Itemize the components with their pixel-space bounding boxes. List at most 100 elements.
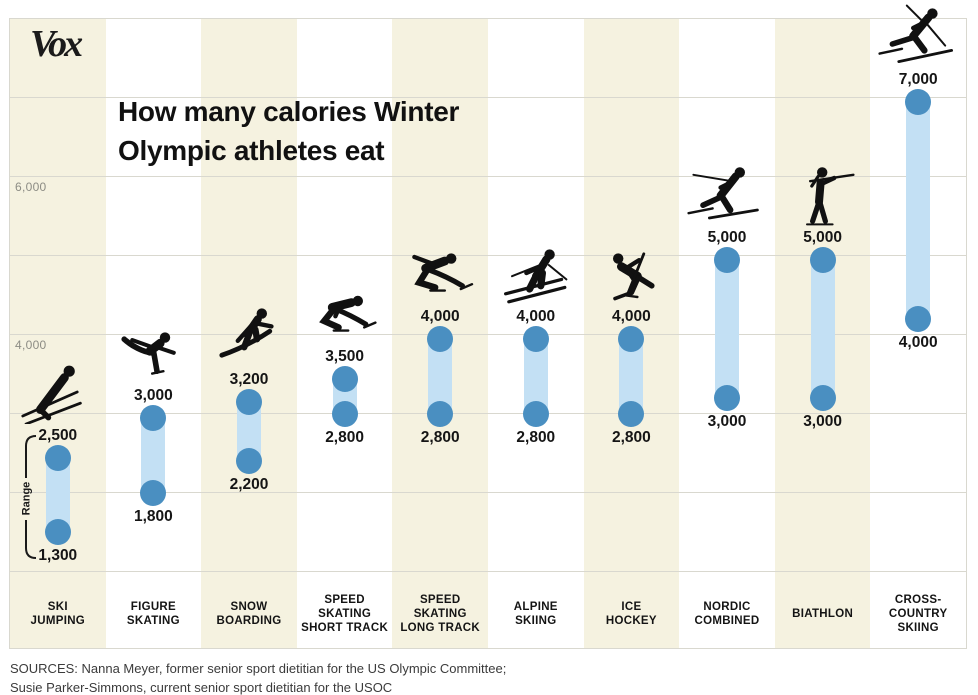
alpine-skier-icon (503, 249, 568, 304)
min-value-label: 4,000 (898, 334, 938, 351)
sport-name-label: CROSS- COUNTRY SKIING (870, 583, 966, 645)
sport-name-line: NORDIC (703, 601, 751, 613)
min-dot (905, 306, 932, 332)
sport-name-line: ALPINE (513, 601, 558, 613)
max-value-label: 2,500 (38, 426, 78, 444)
sport-name-line: SKATING (318, 608, 372, 620)
max-dot (522, 326, 549, 352)
max-dot (618, 326, 645, 352)
sport-name-line: SPEED (324, 594, 365, 606)
ice-hockey-player-icon (613, 252, 655, 301)
sport-name-line: COMBINED (694, 615, 760, 627)
max-value-label: 4,000 (516, 308, 556, 325)
chart-title: How many calories Winter Olympic athlete… (118, 92, 459, 170)
sport-name-line: SKATING (413, 608, 467, 620)
sport-name-label: SKI JUMPING (10, 583, 106, 645)
chart-title-line2: Olympic athletes eat (118, 135, 385, 166)
min-dot (618, 400, 645, 427)
min-dot (236, 448, 262, 475)
max-value-label: 4,000 (611, 308, 651, 325)
sport-name-line: COUNTRY (888, 608, 948, 620)
sport-name-line: SKIING (515, 615, 557, 627)
sport-name-line: SHORT TRACK (301, 622, 389, 634)
sport-name-line: ICE (621, 601, 642, 613)
gridline-1000 (10, 571, 966, 572)
max-value-label: 5,000 (707, 229, 747, 246)
sport-name-line: BOARDING (216, 615, 282, 627)
range-bracket: Range (21, 435, 37, 559)
max-value-label: 5,000 (803, 229, 842, 246)
min-dot (140, 479, 167, 506)
min-dot (809, 385, 836, 411)
short-track-speed-skater-icon (318, 295, 377, 332)
max-dot (714, 247, 740, 273)
gridline-4000 (10, 334, 966, 335)
min-value-label: 2,800 (516, 428, 556, 446)
sport-name-label: ICE HOCKEY (584, 583, 680, 645)
sport-name-line: LONG TRACK (400, 622, 481, 634)
max-value-label: 3,000 (133, 387, 173, 404)
sport-name-line: JUMPING (30, 615, 86, 627)
gridline-8000 (10, 18, 966, 19)
gridline-5000 (10, 255, 966, 256)
gridline-3000 (10, 413, 966, 414)
sport-name-label: SNOW BOARDING (201, 583, 297, 645)
sport-name-label: FIGURE SKATING (106, 583, 202, 645)
min-value-label: 2,200 (229, 476, 269, 494)
vox-logo: Vox (30, 23, 83, 65)
min-dot (714, 385, 740, 411)
max-value-label: 3,200 (229, 371, 269, 389)
range-connector (810, 248, 835, 410)
sport-name-label: SPEED SKATING SHORT TRACK (297, 583, 393, 645)
sport-name-label: SPEED SKATING LONG TRACK (392, 583, 488, 645)
band-speed-skating-short-track (296, 18, 393, 648)
sport-name-line: FIGURE (130, 601, 177, 613)
min-dot (522, 400, 549, 427)
max-dot (44, 444, 71, 471)
sport-name-line: SPEED (419, 594, 461, 606)
sport-name-line: SKIING (897, 622, 939, 634)
sport-name-line: BIATHLON (792, 608, 854, 620)
max-dot (236, 389, 262, 416)
cross-country-skier-icon (878, 4, 954, 63)
y-axis-label-6000: 6,000 (15, 180, 47, 194)
chart-title-line1: How many calories Winter (118, 96, 460, 127)
y-axis-label-4000: 4,000 (15, 338, 47, 352)
max-dot (331, 365, 358, 392)
gridline-7000 (10, 97, 966, 98)
sport-name-label: BIATHLON (775, 583, 871, 645)
min-value-label: 2,800 (420, 428, 460, 446)
biathlete-icon (805, 167, 855, 226)
min-value-label: 3,000 (803, 413, 842, 430)
snowboarder-icon (219, 308, 274, 358)
sources-note: SOURCES: Nanna Meyer, former senior spor… (10, 659, 506, 695)
sport-name-line: SKI (47, 601, 68, 613)
sport-name-label: ALPINE SKIING (488, 583, 584, 645)
max-dot (905, 89, 932, 115)
max-dot (809, 247, 836, 273)
min-value-label: 2,800 (325, 428, 364, 446)
sport-name-line: CROSS- (894, 594, 942, 606)
sources-line2: Susie Parker-Simmons, current senior spo… (10, 680, 393, 695)
ski-jumper-icon (21, 365, 82, 424)
long-track-speed-skater-icon (412, 253, 474, 292)
min-value-label: 1,800 (133, 507, 173, 525)
sport-name-line: SNOW (230, 601, 268, 613)
max-value-label: 3,500 (325, 347, 364, 365)
max-dot (427, 326, 454, 352)
min-value-label: 1,300 (38, 547, 78, 565)
sport-name-label: NORDIC COMBINED (679, 583, 775, 645)
sport-name-line: HOCKEY (605, 615, 657, 627)
min-dot (427, 400, 454, 427)
max-value-label: 4,000 (420, 308, 460, 325)
gridline-6000 (10, 176, 966, 177)
max-value-label: 7,000 (898, 71, 938, 88)
range-connector (715, 248, 739, 410)
min-dot (44, 519, 71, 546)
max-dot (140, 405, 167, 431)
min-value-label: 3,000 (707, 413, 747, 430)
range-label: Range (21, 482, 33, 516)
figure-skater-icon (121, 332, 177, 375)
sport-name-line: SKATING (126, 615, 180, 627)
